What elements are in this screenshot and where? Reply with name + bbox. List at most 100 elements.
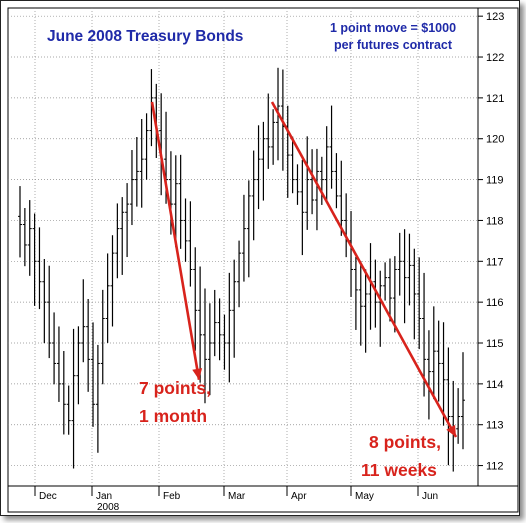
price-bar — [115, 203, 120, 279]
price-bar — [412, 248, 417, 340]
price-bar — [251, 150, 256, 241]
subtitle-line-2: per futures contract — [334, 38, 453, 52]
annotation-1-line-2: 1 month — [139, 406, 207, 426]
price-bar — [217, 298, 222, 361]
y-tick-label: 121 — [486, 93, 504, 105]
price-bar — [232, 259, 237, 358]
price-bar — [37, 227, 42, 310]
chart-frame: 112 113 114 115 116 117 118 119 120 121 122 123 Dec… — [0, 0, 520, 516]
price-bar — [198, 266, 203, 383]
price-bar — [207, 303, 212, 396]
subtitle-line-1: 1 point move = $1000 — [330, 21, 456, 35]
price-bar — [305, 136, 310, 230]
price-bar — [383, 262, 388, 301]
y-tick-label: 114 — [486, 379, 504, 391]
price-bar — [295, 164, 300, 205]
y-tick-label: 117 — [486, 256, 504, 268]
price-bar — [18, 186, 22, 258]
price-bar — [149, 69, 154, 147]
price-bar — [461, 352, 465, 450]
price-bar — [81, 279, 86, 363]
price-bar — [71, 328, 76, 469]
price-bars — [18, 67, 465, 472]
price-bar — [387, 258, 392, 322]
y-tick-label: 113 — [486, 420, 504, 432]
price-bar — [329, 105, 334, 189]
y-tick-label: 122 — [486, 52, 504, 64]
annotation-2-line-1: 8 points, — [369, 432, 441, 452]
price-bar — [105, 253, 110, 343]
price-bar — [183, 198, 188, 262]
price-bar — [125, 183, 130, 258]
price-bar — [436, 320, 441, 402]
price-bar — [110, 235, 115, 327]
price-bar — [290, 136, 295, 194]
price-bar — [47, 265, 52, 359]
price-bar — [42, 259, 47, 344]
price-bar — [431, 306, 436, 400]
price-bar — [310, 149, 315, 215]
price-bar — [32, 213, 37, 306]
price-bar — [237, 240, 242, 308]
price-bar — [212, 289, 217, 357]
price-bar — [61, 351, 66, 435]
price-bar — [56, 326, 61, 402]
price-bar — [426, 330, 431, 420]
x-tick-label: May — [355, 491, 374, 502]
price-bar — [193, 247, 198, 351]
price-bar — [417, 257, 422, 350]
price-bar — [222, 314, 227, 370]
chart-title: June 2008 Treasury Bonds — [47, 28, 243, 45]
gridlines — [8, 8, 478, 486]
price-bar — [173, 155, 178, 248]
price-bar — [319, 156, 324, 205]
price-bar — [86, 298, 91, 392]
y-axis-ticks: 112 113 114 115 116 117 118 119 120 121 122 123 — [478, 11, 504, 473]
price-bar — [324, 126, 329, 203]
price-bar — [256, 125, 261, 210]
annotation-2-line-2: 11 weeks — [361, 460, 437, 480]
price-bar — [363, 269, 368, 353]
price-bar — [456, 388, 461, 444]
price-bar — [76, 326, 81, 405]
x-axis-ticks: Dec Jan Feb Mar Apr May Jun — [34, 486, 438, 502]
price-bar — [300, 159, 305, 256]
price-bar — [373, 259, 378, 328]
trend-arrow-head — [446, 424, 456, 437]
price-bar — [407, 233, 412, 306]
x-tick-label: Apr — [291, 491, 307, 502]
price-bar — [358, 261, 363, 346]
price-bar — [100, 289, 105, 385]
y-tick-label: 118 — [486, 215, 504, 227]
price-bar — [241, 194, 246, 282]
price-bar — [246, 180, 251, 278]
y-tick-label: 116 — [486, 297, 504, 309]
price-bar — [339, 160, 344, 236]
price-bar — [261, 121, 266, 201]
x-tick-label: Feb — [163, 491, 181, 502]
price-bar — [144, 113, 149, 180]
price-bar — [139, 119, 144, 208]
price-bar — [378, 270, 383, 347]
price-bar — [27, 200, 32, 276]
price-bar — [227, 272, 232, 383]
y-tick-label: 123 — [486, 11, 504, 23]
x-tick-label: Dec — [39, 491, 57, 502]
x-tick-label: Jan — [96, 491, 112, 502]
price-bar — [95, 344, 100, 453]
trend-arrow-line — [270, 101, 458, 438]
y-tick-label: 115 — [486, 338, 504, 350]
price-bar — [22, 208, 27, 267]
y-axis-panel — [477, 7, 519, 487]
price-bar — [202, 288, 207, 404]
price-bar — [271, 109, 276, 165]
price-bar — [446, 347, 451, 466]
price-bar — [314, 148, 319, 231]
price-bar — [134, 136, 139, 207]
x-year-label: 2008 — [97, 502, 120, 513]
price-bar — [188, 201, 193, 287]
price-bar — [129, 150, 134, 226]
trend-arrows — [150, 101, 458, 438]
price-bar — [422, 272, 427, 397]
